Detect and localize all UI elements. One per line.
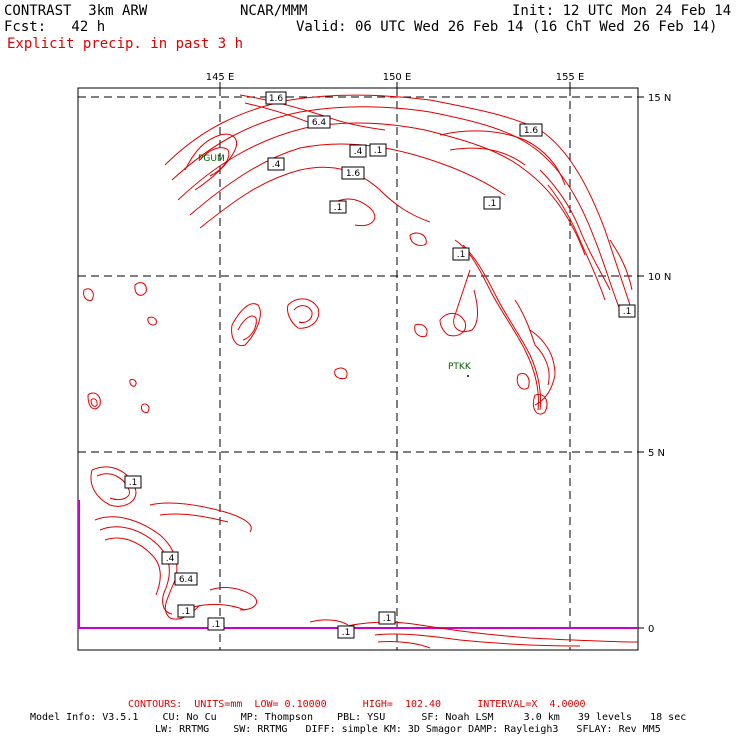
contour-label: 6.4 <box>307 115 331 129</box>
organization-label: NCAR/MMM <box>240 3 308 19</box>
contour-label: .1 <box>618 304 636 318</box>
model-info-line-2: LW: RRTMG SW: RRTMG DIFF: simple KM: 3D … <box>155 724 661 735</box>
lat-label: 0 <box>648 624 654 635</box>
lon-label: 150 E <box>383 72 412 83</box>
contour-label: .4 <box>161 551 179 565</box>
lon-label: 155 E <box>556 72 585 83</box>
svg-text:6.4: 6.4 <box>312 118 327 128</box>
valid-time: Valid: 06 UTC Wed 26 Feb 14 (16 ChT Wed … <box>296 19 718 35</box>
contour-label: .1 <box>329 200 347 214</box>
contour-label: 1.6 <box>519 123 543 137</box>
lat-label: 10 N <box>648 272 671 283</box>
svg-text:.1: .1 <box>129 478 138 488</box>
svg-text:.1: .1 <box>334 203 343 213</box>
svg-text:.4: .4 <box>166 554 175 564</box>
svg-text:.1: .1 <box>182 607 191 617</box>
svg-text:.1: .1 <box>457 250 466 260</box>
contour-label: 1.6 <box>265 91 287 105</box>
map-frame <box>77 87 639 651</box>
contour-label: .1 <box>177 604 195 618</box>
model-name: CONTRAST 3km ARW <box>4 3 148 19</box>
longitude-labels: 145 E 150 E 155 E <box>206 72 585 83</box>
forecast-hour: Fcst: 42 h <box>4 19 106 35</box>
contour-label: .1 <box>369 143 387 157</box>
svg-text:1.6: 1.6 <box>269 94 284 104</box>
contour-label: 6.4 <box>174 572 198 586</box>
svg-text:.1: .1 <box>342 628 351 638</box>
station-label-ptkk: PTKK <box>448 362 472 372</box>
latitude-labels: 15 N 10 N 5 N 0 <box>648 93 671 635</box>
contour-labels: 1.6 6.4 .4 .1 .4 1.6 1.6 .1 .1 .1 .1 .1 … <box>124 91 636 639</box>
svg-text:.1: .1 <box>488 199 497 209</box>
svg-text:.4: .4 <box>354 147 363 157</box>
contour-label: .1 <box>452 247 470 261</box>
svg-text:1.6: 1.6 <box>524 126 539 136</box>
svg-text:.1: .1 <box>383 614 392 624</box>
field-title: Explicit precip. in past 3 h <box>7 36 244 52</box>
contour-label: .4 <box>349 144 367 158</box>
contour-label: 1.6 <box>341 166 365 180</box>
lat-label: 5 N <box>648 448 665 459</box>
axis-ticks <box>219 82 644 629</box>
svg-text:.1: .1 <box>212 620 221 630</box>
contour-label: .4 <box>267 157 285 171</box>
contour-label: .1 <box>207 617 225 631</box>
contour-label: .1 <box>378 611 396 625</box>
contour-label: .1 <box>483 196 501 210</box>
svg-text:.4: .4 <box>272 160 281 170</box>
lat-lon-grid <box>78 88 638 650</box>
svg-text:6.4: 6.4 <box>179 575 194 585</box>
svg-text:.1: .1 <box>623 307 632 317</box>
contour-info: CONTOURS: UNITS=mm LOW= 0.10000 HIGH= 10… <box>128 699 586 710</box>
svg-text:.1: .1 <box>374 146 383 156</box>
init-time: Init: 12 UTC Mon 24 Feb 14 <box>512 3 732 19</box>
contour-label: .1 <box>337 625 355 639</box>
station-label-pgum: PGUM <box>198 154 225 164</box>
svg-text:1.6: 1.6 <box>346 169 361 179</box>
model-info-line-1: Model Info: V3.5.1 CU: No Cu MP: Thompso… <box>30 712 687 723</box>
station-marker-ptkk <box>467 375 469 377</box>
contour-label: .1 <box>124 475 142 489</box>
lon-label: 145 E <box>206 72 235 83</box>
lat-label: 15 N <box>648 93 671 104</box>
